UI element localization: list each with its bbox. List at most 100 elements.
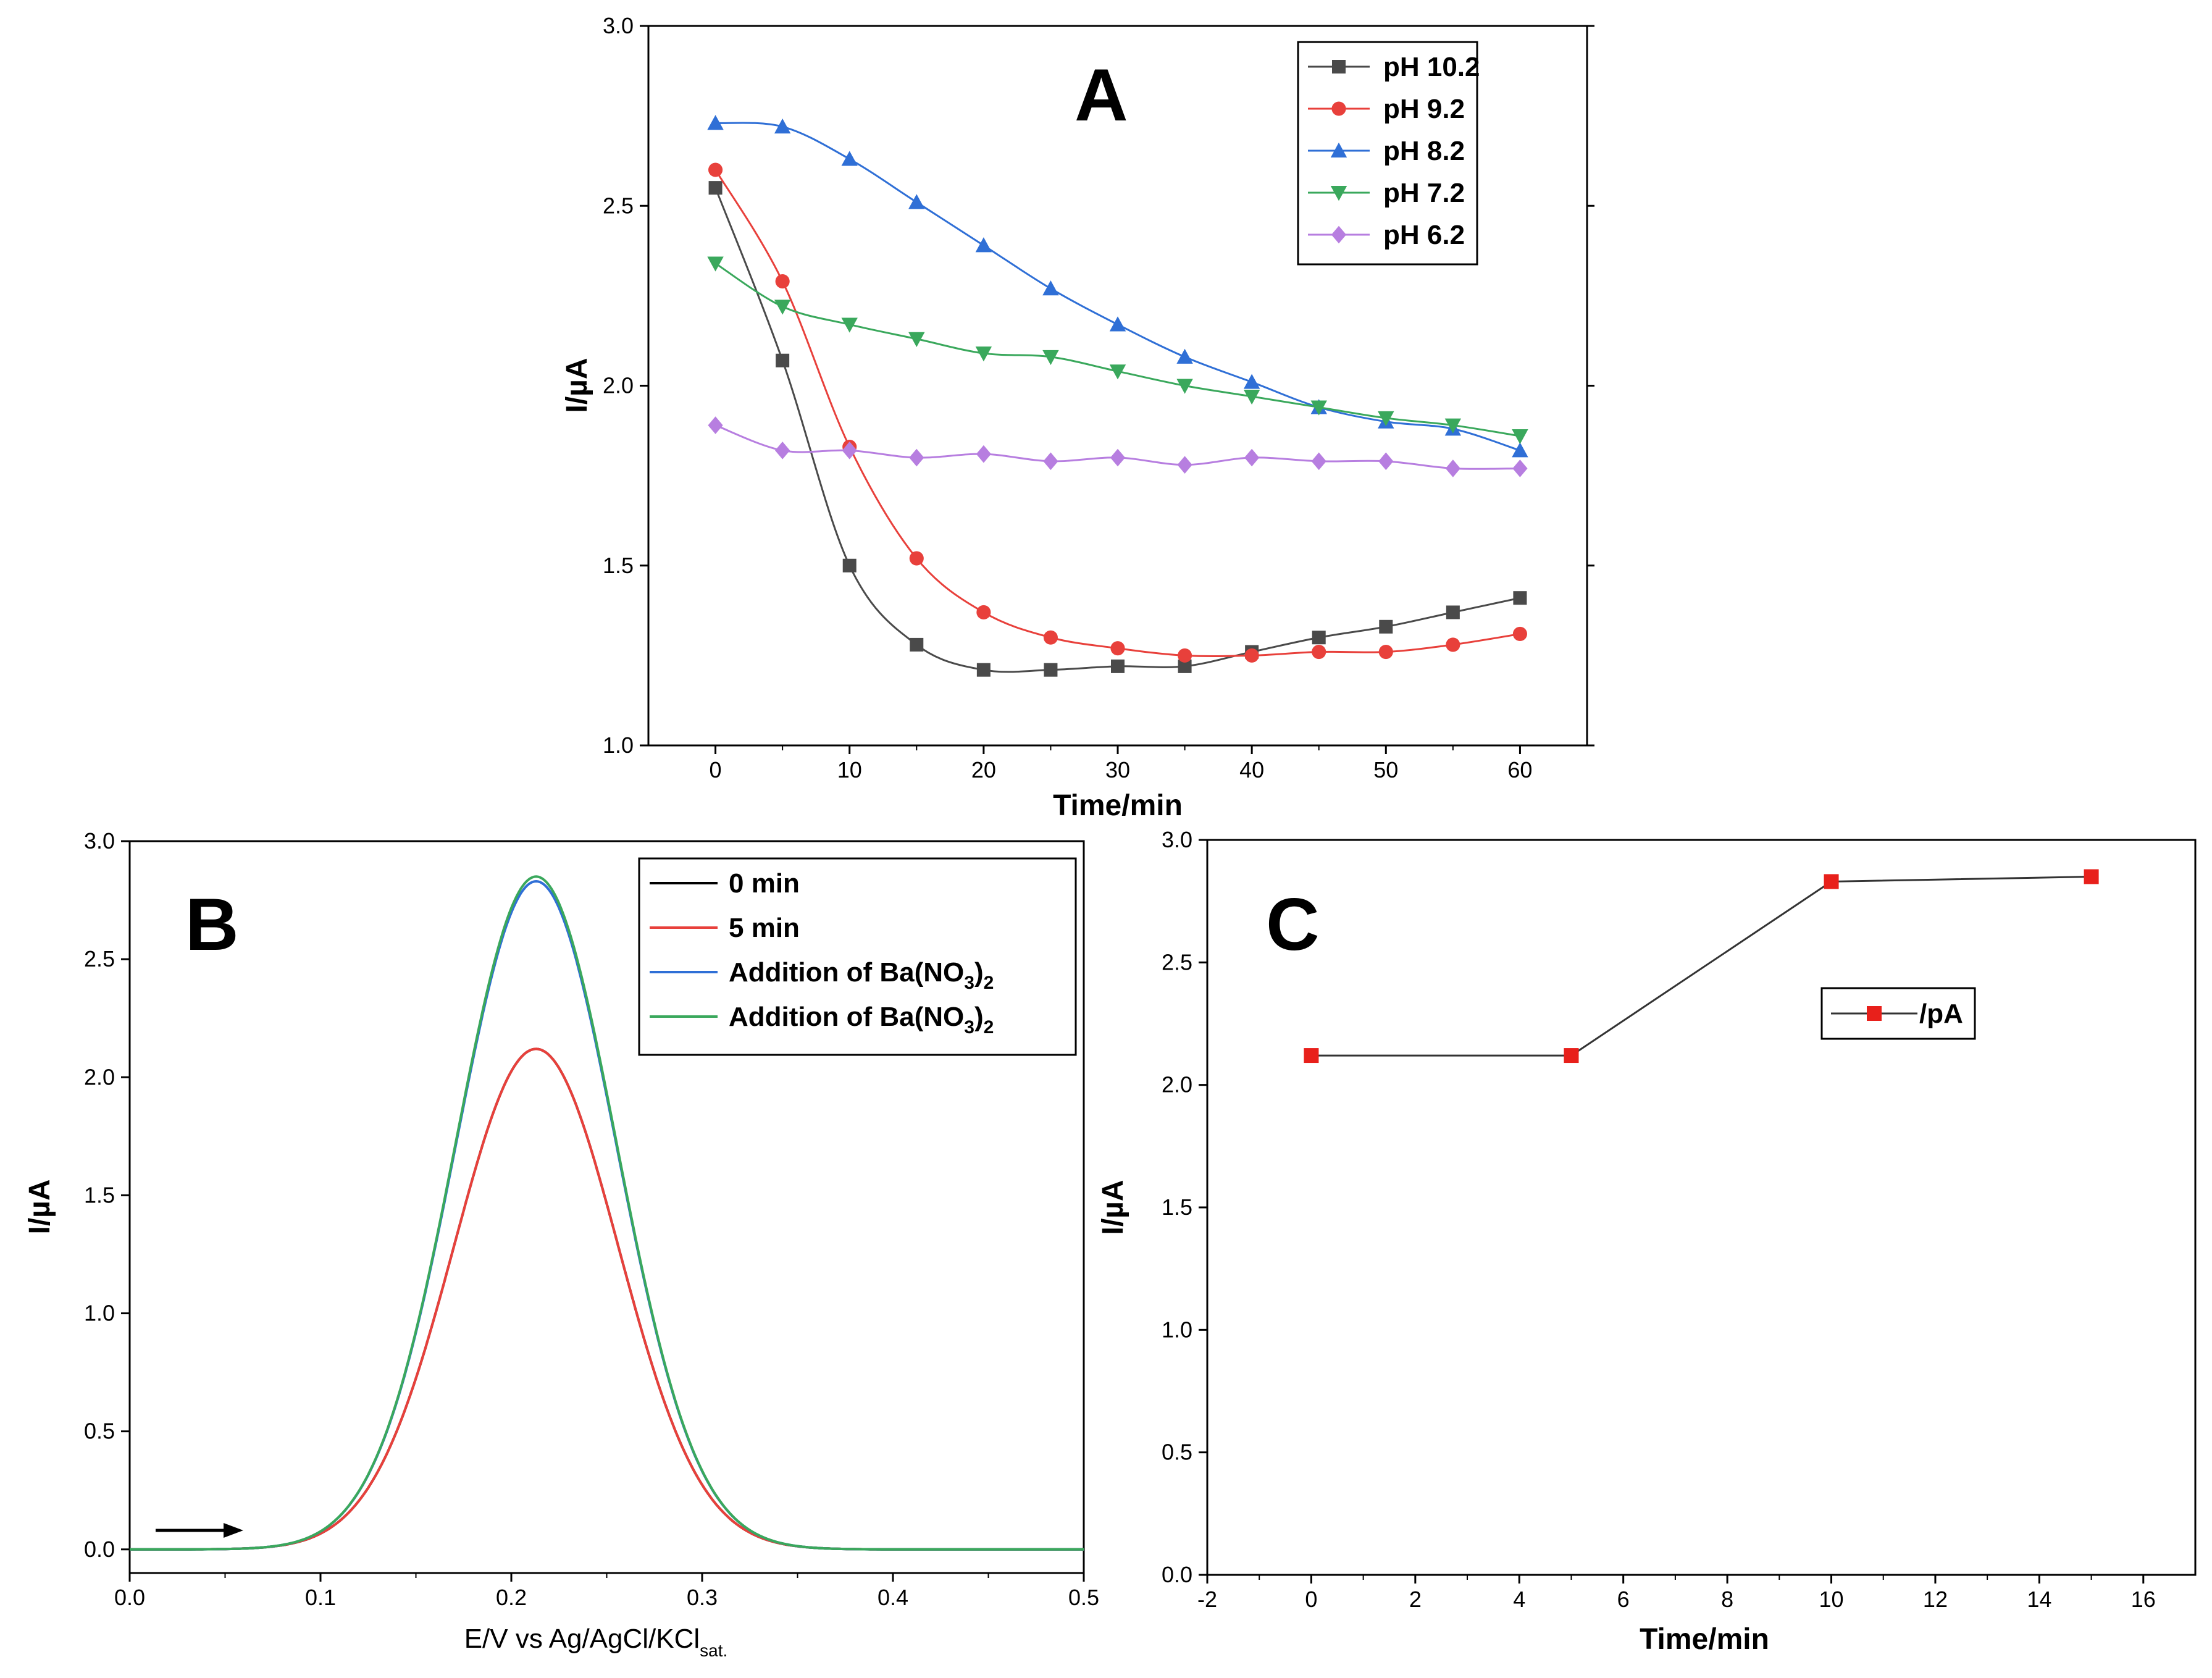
data-point (1042, 280, 1059, 296)
data-point (1109, 364, 1126, 380)
x-tick-label: 2 (1409, 1587, 1422, 1612)
panel-b: 0.0 0.1 0.2 0.3 0.4 0.50.00.51.01.52.02.53.0 … (23, 828, 1099, 1660)
y-tick-label: 1.5 (603, 553, 634, 578)
data-point (1379, 619, 1393, 634)
panel-a-plot-area (707, 115, 1528, 677)
data-point (1564, 1048, 1579, 1063)
x-tick-label: 20 (971, 757, 996, 782)
y-tick-label: 0.0 (84, 1537, 115, 1562)
data-point (1311, 452, 1326, 471)
data-point (1513, 591, 1527, 605)
panel-a-axes: 0 10 20 30 40 50 60 1.0 1.5 2.0 2.5 3.0 (603, 13, 1594, 782)
x-tick-label: 0.4 (878, 1585, 908, 1610)
data-point (708, 181, 723, 195)
panel-c-axes: -2 0 2 4 6 8 10 12 14 16 0.0 0.5 1.0 1.5 2.0 2.5 3.0 (1162, 827, 2156, 1612)
x-tick-label: 16 (2131, 1587, 2156, 1612)
legend-label: 0 min (729, 868, 800, 899)
data-point (1110, 448, 1126, 467)
data-point (1310, 400, 1327, 416)
x-tick-label: 12 (1923, 1587, 1948, 1612)
legend-marker (1330, 186, 1347, 201)
data-point (1512, 442, 1528, 458)
y-tick-label: 1.5 (84, 1182, 115, 1207)
y-tick-label: 3.0 (1162, 827, 1192, 852)
scan-direction-arrow (156, 1523, 243, 1538)
panel-a-legend-box (1297, 41, 1478, 266)
x-tick-label: 0.5 (1068, 1585, 1099, 1610)
legend-marker (1332, 60, 1346, 73)
data-point (1512, 626, 1527, 641)
data-point (842, 442, 857, 459)
data-point (909, 551, 924, 566)
y-tick-label: 1.0 (603, 732, 634, 758)
panel-c-plot-area (1304, 869, 2099, 1063)
panel-c-x-title: Time/min (1640, 1623, 1769, 1656)
legend-label: pH 7.2 (1383, 178, 1465, 208)
panel-c-legend: /pA (1820, 987, 1976, 1040)
data-point (1176, 348, 1193, 364)
data-point (1177, 456, 1192, 474)
panel-b-plot-area (130, 875, 1084, 1551)
y-tick-label: 3.0 (603, 13, 634, 38)
data-point (976, 605, 991, 620)
series-line (1311, 876, 2092, 1057)
panel-a-title: A (1075, 54, 1128, 136)
data-point (708, 162, 723, 177)
data-point (1445, 459, 1460, 477)
x-tick-label: 8 (1721, 1587, 1733, 1612)
y-tick-label: 0.5 (84, 1419, 115, 1444)
panel-a-x-title: Time/min (1053, 789, 1183, 822)
data-point (1043, 630, 1058, 645)
x-tick-label: 0.3 (687, 1585, 718, 1610)
x-tick-label: 4 (1513, 1587, 1525, 1612)
panel-c-y-title: I/µA (1097, 1180, 1129, 1235)
data-point (1042, 350, 1059, 366)
legend-label: /pA (1919, 999, 1963, 1029)
y-tick-label: 1.0 (84, 1301, 115, 1326)
legend-marker (1867, 1006, 1882, 1021)
panel-b-y-title: I/µA (23, 1180, 56, 1235)
y-tick-label: 2.5 (84, 946, 115, 971)
panel-b-legend: 0 min 5 min Addition of Ba(NO3)2 Addition o… (638, 857, 1077, 1056)
data-point (1312, 645, 1326, 660)
data-point (1044, 663, 1058, 677)
panel-b-legend-box (638, 857, 1077, 1056)
legend-label: pH 6.2 (1383, 220, 1465, 250)
data-point (775, 442, 790, 459)
data-point (842, 558, 857, 573)
x-tick-label: 60 (1507, 757, 1532, 782)
data-point (707, 115, 724, 130)
series-curve (130, 875, 1084, 1551)
data-point (1110, 641, 1125, 656)
x-tick-label: 40 (1239, 757, 1264, 782)
data-point (1312, 631, 1326, 645)
x-tick-label: 0.1 (305, 1585, 336, 1610)
y-tick-label: 2.5 (1162, 949, 1192, 975)
data-point (1178, 659, 1192, 673)
data-point (1043, 452, 1058, 471)
x-tick-label: 50 (1373, 757, 1398, 782)
data-point (1446, 637, 1460, 652)
legend-label: pH 9.2 (1383, 94, 1465, 124)
data-point (908, 332, 925, 347)
data-point (1824, 874, 1839, 889)
legend-marker (1331, 225, 1347, 244)
legend-marker (1330, 142, 1347, 157)
data-point (1378, 452, 1394, 471)
data-point (1244, 648, 1259, 663)
data-point (976, 663, 991, 677)
data-point (908, 194, 925, 209)
data-point (1444, 418, 1462, 434)
data-point (975, 346, 992, 362)
data-point (1244, 448, 1260, 467)
x-tick-label: 0.0 (114, 1585, 145, 1610)
y-tick-label: 0.5 (1162, 1440, 1192, 1465)
data-point (841, 317, 858, 333)
y-tick-label: 1.5 (1162, 1194, 1192, 1220)
data-point (774, 118, 791, 134)
y-tick-label: 3.0 (84, 828, 115, 854)
panel-b-x-title: E/V vs Ag/AgCl/KClsat. (464, 1624, 728, 1660)
y-tick-label: 1.0 (1162, 1317, 1192, 1342)
x-tick-label: 30 (1105, 757, 1130, 782)
